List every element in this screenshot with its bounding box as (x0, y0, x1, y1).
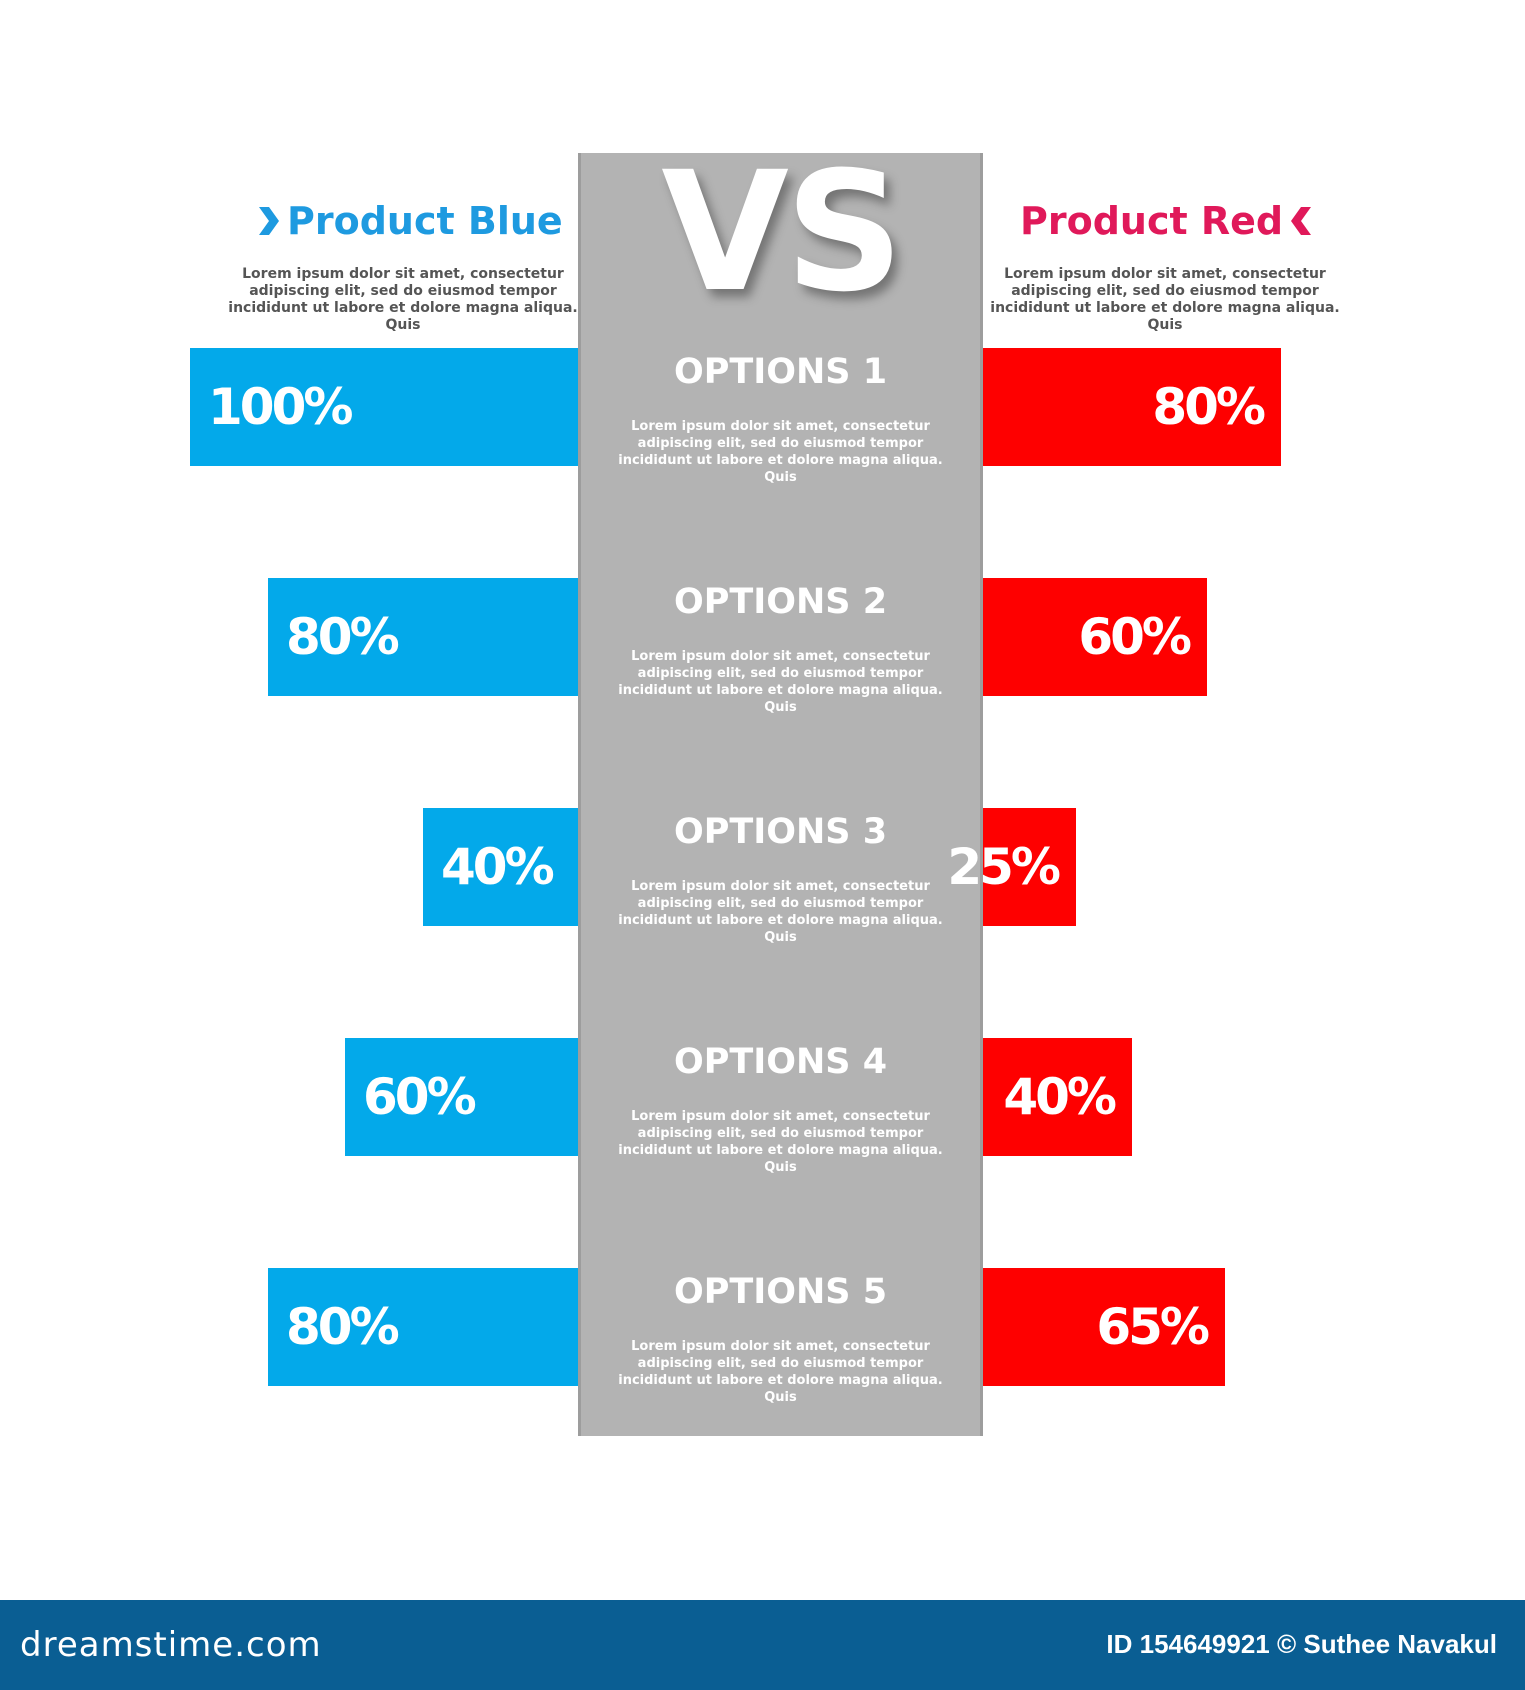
product-red-title: Product Red (1020, 198, 1315, 244)
product-blue-title-text: Product Blue (287, 199, 563, 243)
option-title-5: OPTIONS 5 (673, 1272, 888, 1312)
bar-red-1: 80% (983, 348, 1281, 466)
option-description-3: Lorem ipsum dolor sit amet, consectetur … (618, 879, 943, 945)
bar-red-label-2: 60% (1078, 608, 1192, 666)
footer-logo: dreamstime.com (20, 1625, 322, 1665)
comparison-infographic: VS Product Blue Lorem ipsum dolor sit am… (190, 136, 1340, 1436)
bar-blue-5: 80% (268, 1268, 578, 1386)
option-title-1: OPTIONS 1 (673, 352, 888, 392)
bar-red-5: 65% (983, 1268, 1225, 1386)
bar-red-label-3: 25% (947, 838, 1061, 896)
product-red-title-text: Product Red (1020, 199, 1284, 243)
option-description-5: Lorem ipsum dolor sit amet, consectetur … (618, 1339, 943, 1405)
option-title-3: OPTIONS 3 (673, 812, 888, 852)
product-blue-description: Lorem ipsum dolor sit amet, consectetur … (228, 266, 578, 333)
bar-blue-label-1: 100% (208, 378, 353, 436)
option-description-1: Lorem ipsum dolor sit amet, consectetur … (618, 419, 943, 485)
bar-red-label-1: 80% (1152, 378, 1266, 436)
bar-red-4: 40% (983, 1038, 1132, 1156)
bar-blue-label-2: 80% (286, 608, 400, 666)
option-title-4: OPTIONS 4 (673, 1042, 888, 1082)
bar-blue-3: 40% (423, 808, 578, 926)
bar-blue-4: 60% (345, 1038, 578, 1156)
bar-red-label-5: 65% (1096, 1298, 1210, 1356)
product-blue-title: Product Blue (255, 198, 563, 244)
option-title-2: OPTIONS 2 (673, 582, 888, 622)
vs-label: VS (661, 136, 904, 328)
bar-red-2: 60% (983, 578, 1207, 696)
bar-blue-label-3: 40% (441, 838, 555, 896)
bar-blue-label-4: 60% (363, 1068, 477, 1126)
bar-blue-2: 80% (268, 578, 578, 696)
chevron-left-icon (1291, 207, 1312, 235)
option-description-2: Lorem ipsum dolor sit amet, consectetur … (618, 649, 943, 715)
bar-red-3: 25% (947, 808, 1076, 926)
product-red-description: Lorem ipsum dolor sit amet, consectetur … (990, 266, 1340, 333)
center-panel (578, 153, 983, 1436)
bar-red-label-4: 40% (1003, 1068, 1117, 1126)
watermark-footer: dreamstime.com ID 154649921 © Suthee Nav… (0, 1600, 1525, 1690)
chevron-right-icon (259, 207, 279, 235)
option-description-4: Lorem ipsum dolor sit amet, consectetur … (618, 1109, 943, 1175)
bar-blue-label-5: 80% (286, 1298, 400, 1356)
bar-blue-1: 100% (190, 348, 578, 466)
footer-credit: ID 154649921 © Suthee Navakul (1106, 1629, 1497, 1659)
